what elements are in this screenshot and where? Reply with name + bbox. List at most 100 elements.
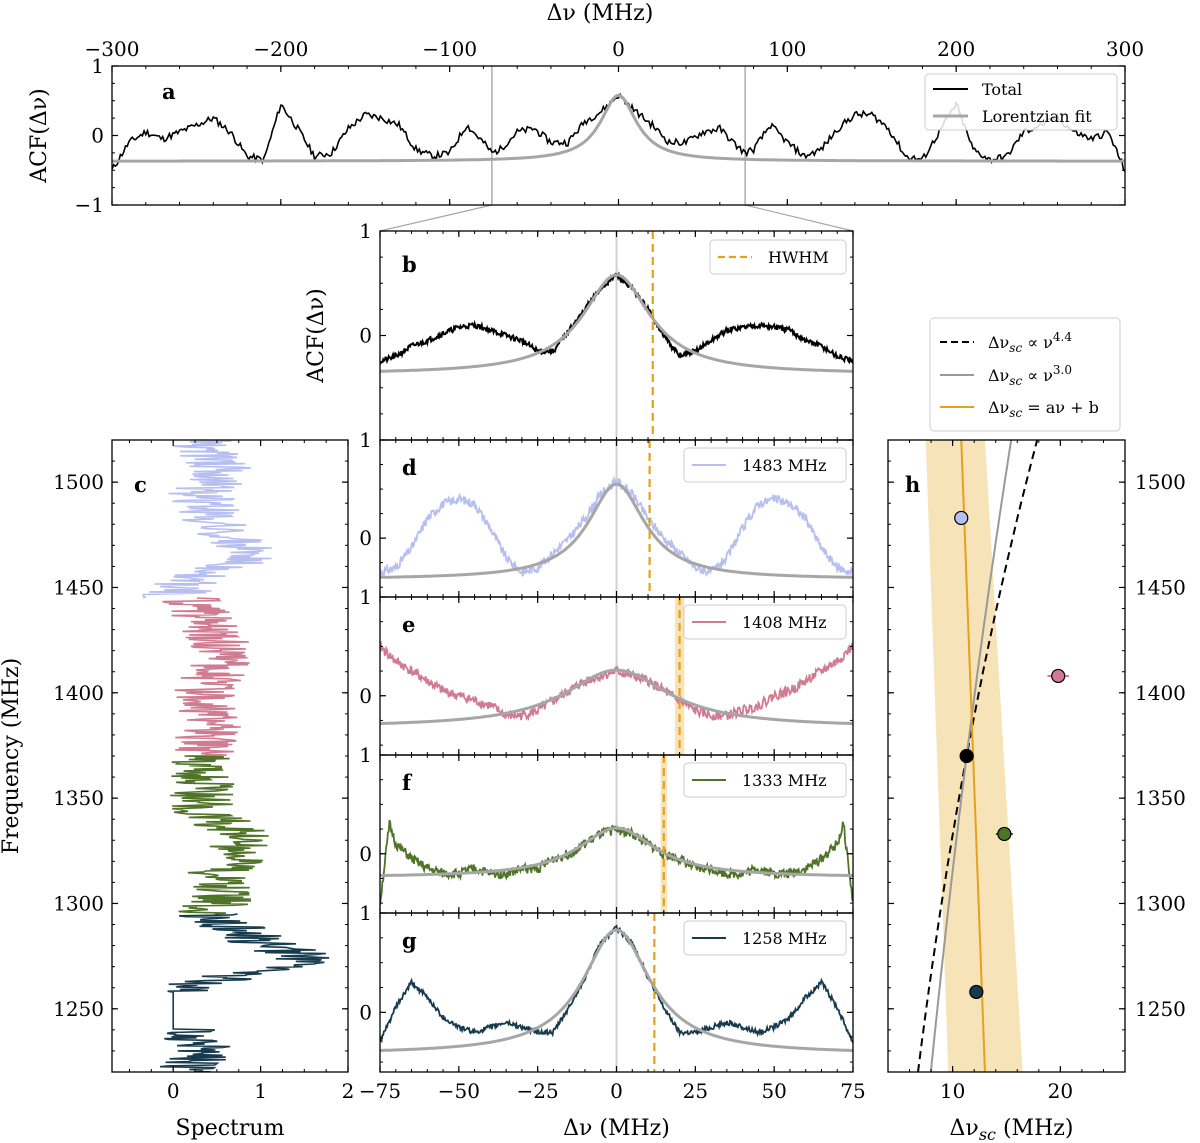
y-tick-label: −1 xyxy=(75,193,104,217)
y-tick-label: 1300 xyxy=(1135,891,1186,915)
legend-label-1: Δνsc ∝ ν3.0 xyxy=(988,363,1072,388)
lorentzian-fit-line xyxy=(380,928,853,1052)
y-tick-label: 1 xyxy=(359,219,372,243)
spectrum-line xyxy=(142,440,272,599)
x-tick-label: −75 xyxy=(359,1079,401,1103)
x-tick-label: −300 xyxy=(85,37,140,61)
legend-mid: = aν + b xyxy=(1022,398,1099,417)
x-tick-label: 0 xyxy=(167,1079,180,1103)
panel-label-e: e xyxy=(402,612,415,637)
legend-box xyxy=(683,447,847,483)
acf-band-line xyxy=(380,640,853,721)
y-tick-label: 1 xyxy=(91,54,104,78)
legend-sup: 3.0 xyxy=(1053,363,1072,377)
spectrum-line xyxy=(159,913,330,1072)
y-tick-label: 1 xyxy=(359,585,372,609)
spectrum-line xyxy=(170,755,269,915)
panel-label-c: c xyxy=(134,472,147,497)
x-tick-label: −200 xyxy=(253,37,308,61)
x-label-base: Δν xyxy=(950,1116,979,1141)
spectrum-line xyxy=(162,597,250,757)
lorentzian-fit-line xyxy=(380,668,853,725)
x-tick-label: 0 xyxy=(612,37,625,61)
x-tick-label: 200 xyxy=(937,37,975,61)
lorentzian-fit-line xyxy=(112,93,1125,163)
y-tick-label: 1500 xyxy=(53,470,104,494)
legend-sub: sc xyxy=(1009,406,1022,420)
y-tick-label: 1350 xyxy=(53,786,104,810)
y-tick-label: 1 xyxy=(359,428,372,452)
x-tick-label: 1 xyxy=(254,1079,267,1103)
linear-fit-band xyxy=(925,440,1023,1072)
x-tick-label: 10 xyxy=(940,1079,965,1103)
y-tick-label: 1350 xyxy=(1135,786,1186,810)
legend-base: Δν xyxy=(988,333,1009,352)
legend-box xyxy=(683,920,847,956)
acf-band-line xyxy=(380,819,853,906)
y-tick-label: 1450 xyxy=(1135,575,1186,599)
y-tick-label: 0 xyxy=(91,124,104,148)
acf-band-line xyxy=(380,924,853,1044)
legend-label-band: 1408 MHz xyxy=(742,613,827,632)
y-tick-label: 1300 xyxy=(53,891,104,915)
x-tick-label: 50 xyxy=(761,1079,786,1103)
data-point xyxy=(997,826,1012,842)
x-tick-label: −25 xyxy=(517,1079,559,1103)
panel-label-g: g xyxy=(402,928,417,953)
panel-label-f: f xyxy=(402,770,413,795)
y-axis-label: ACF(Δν) xyxy=(304,288,329,383)
x-tick-label: 2 xyxy=(342,1079,355,1103)
x-tick-label: 0 xyxy=(610,1079,623,1103)
axes-frame-c xyxy=(111,439,349,1073)
x-label-sub: sc xyxy=(979,1125,996,1143)
legend-label-fit: Lorentzian fit xyxy=(982,107,1092,126)
x-label-unit: (MHz) xyxy=(996,1116,1073,1141)
zoom-connector xyxy=(744,204,854,232)
y-tick-label: 0 xyxy=(359,324,372,348)
y-axis-label: ACF(Δν) xyxy=(27,88,52,183)
legend-sup: 4.4 xyxy=(1053,330,1072,344)
x-axis-label-top: Δν (MHz) xyxy=(547,1,654,26)
panel-label-d: d xyxy=(402,455,417,480)
y-tick-label: 0 xyxy=(359,842,372,866)
legend-base: Δν xyxy=(988,398,1009,417)
legend-label-band: 1483 MHz xyxy=(742,456,827,475)
y-tick-label: 1400 xyxy=(53,681,104,705)
x-axis-label: Δν (MHz) xyxy=(563,1116,670,1141)
panel-label-b: b xyxy=(402,252,417,277)
lorentzian-fit-line xyxy=(380,273,853,373)
y-tick-label: 0 xyxy=(359,1000,372,1024)
y-axis-label: Frequency (MHz) xyxy=(0,658,24,854)
legend-box xyxy=(683,762,847,798)
data-point xyxy=(1051,668,1066,684)
legend-box xyxy=(924,73,1118,131)
zoom-connector xyxy=(379,204,493,232)
legend-label-total: Total xyxy=(982,80,1022,99)
legend-mid: ∝ ν xyxy=(1022,366,1053,385)
y-tick-label: 1400 xyxy=(1135,681,1186,705)
legend-label-2: Δνsc = aν + b xyxy=(988,398,1099,420)
data-point xyxy=(954,510,969,526)
y-tick-label: 0 xyxy=(359,684,372,708)
y-tick-label: 0 xyxy=(359,526,372,550)
legend-label-0: Δνsc ∝ ν4.4 xyxy=(988,330,1072,355)
y-tick-label: 1250 xyxy=(53,997,104,1021)
y-tick-label: 1500 xyxy=(1135,470,1186,494)
data-layer xyxy=(112,92,1125,1072)
legend-label-band: 1333 MHz xyxy=(742,771,827,790)
panel-label-a: a xyxy=(162,79,176,104)
y-tick-label: 1 xyxy=(359,901,372,925)
legend-label-band: 1258 MHz xyxy=(742,929,827,948)
x-axis-label: Δνsc (MHz) xyxy=(950,1116,1074,1143)
x-axis-label: Spectrum xyxy=(176,1116,285,1141)
legend-sub: sc xyxy=(1009,374,1022,388)
panel-label-h: h xyxy=(905,472,920,497)
x-tick-label: 300 xyxy=(1106,37,1144,61)
legend-base: Δν xyxy=(988,366,1009,385)
y-tick-label: 1450 xyxy=(53,575,104,599)
y-tick-label: 1250 xyxy=(1135,997,1186,1021)
x-tick-label: 25 xyxy=(683,1079,708,1103)
x-tick-label: −100 xyxy=(422,37,477,61)
